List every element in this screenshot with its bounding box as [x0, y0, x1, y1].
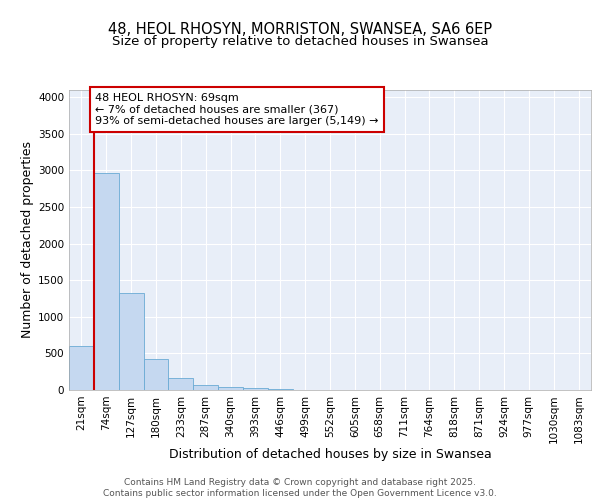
Text: 48 HEOL RHOSYN: 69sqm
← 7% of detached houses are smaller (367)
93% of semi-deta: 48 HEOL RHOSYN: 69sqm ← 7% of detached h…	[95, 93, 379, 126]
Bar	[169, 378, 193, 390]
Text: Size of property relative to detached houses in Swansea: Size of property relative to detached ho…	[112, 35, 488, 48]
Y-axis label: Number of detached properties: Number of detached properties	[21, 142, 34, 338]
Text: Contains HM Land Registry data © Crown copyright and database right 2025.
Contai: Contains HM Land Registry data © Crown c…	[103, 478, 497, 498]
Text: 48, HEOL RHOSYN, MORRISTON, SWANSEA, SA6 6EP: 48, HEOL RHOSYN, MORRISTON, SWANSEA, SA6…	[108, 22, 492, 38]
Bar	[119, 292, 143, 390]
Bar	[143, 360, 169, 390]
X-axis label: Distribution of detached houses by size in Swansea: Distribution of detached houses by size …	[169, 448, 491, 460]
Bar	[69, 346, 94, 390]
Bar	[193, 384, 218, 390]
Bar	[218, 387, 243, 390]
Bar	[94, 172, 119, 390]
Bar	[243, 388, 268, 390]
